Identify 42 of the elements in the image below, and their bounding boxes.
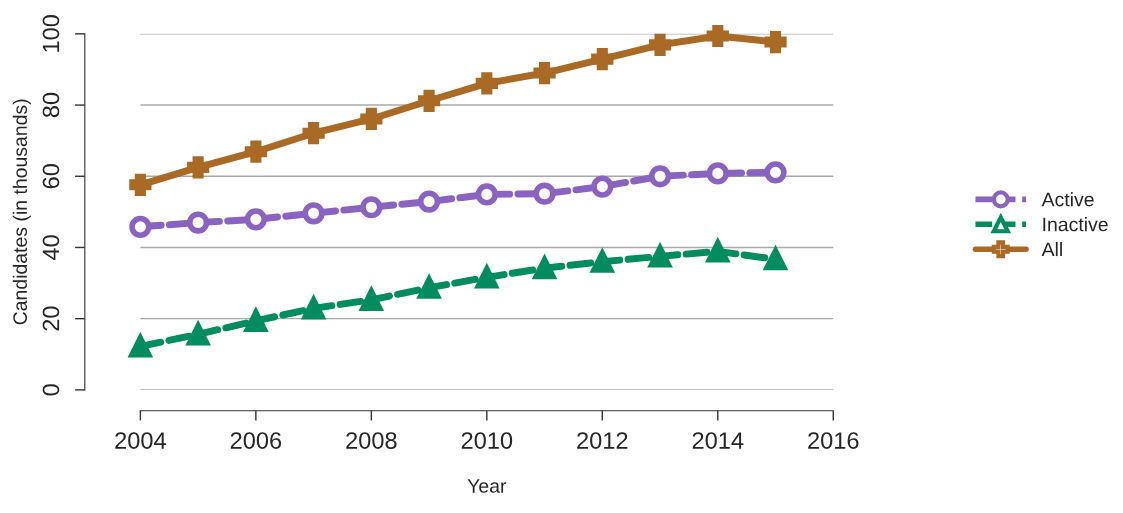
x-tick-label: 2010	[461, 432, 513, 449]
point	[648, 165, 672, 188]
y-tick-label: 40	[42, 235, 60, 261]
point	[706, 24, 729, 48]
point	[475, 72, 498, 95]
legend-label: Active	[1041, 192, 1094, 207]
y-tick-label: 20	[42, 306, 60, 331]
legend-label: Inactive	[1043, 217, 1108, 232]
legend-label: All	[1041, 241, 1062, 257]
point	[648, 33, 672, 57]
x-tick-label: 2004	[115, 432, 166, 449]
point	[706, 162, 729, 185]
point	[244, 140, 267, 163]
point	[187, 156, 210, 179]
x-tick-label: 2008	[346, 432, 397, 449]
x-tick-label: 2016	[808, 432, 859, 449]
point	[475, 183, 498, 206]
point	[244, 208, 267, 231]
point	[764, 161, 787, 184]
y-tick-label: 80	[42, 92, 60, 118]
point	[129, 215, 152, 238]
point	[591, 175, 614, 198]
point	[187, 211, 210, 234]
x-tick-label: 2006	[230, 432, 282, 449]
point	[417, 89, 441, 112]
point	[360, 196, 383, 219]
point	[764, 30, 787, 54]
y-tick-label: 0	[42, 384, 60, 396]
point	[302, 202, 325, 225]
point	[533, 182, 556, 205]
x-tick-label: 2014	[692, 432, 744, 449]
y-tick-label: 60	[42, 164, 60, 189]
point	[360, 107, 383, 131]
x-axis-title: Year	[467, 479, 507, 493]
point	[533, 61, 556, 85]
x-tick-label: 2012	[577, 432, 628, 449]
point	[129, 173, 152, 196]
point	[417, 190, 441, 213]
y-axis-title: Candidates (in thousands)	[12, 99, 31, 325]
point	[591, 48, 614, 71]
y-tick-label: 100	[42, 15, 60, 52]
point	[302, 122, 325, 145]
